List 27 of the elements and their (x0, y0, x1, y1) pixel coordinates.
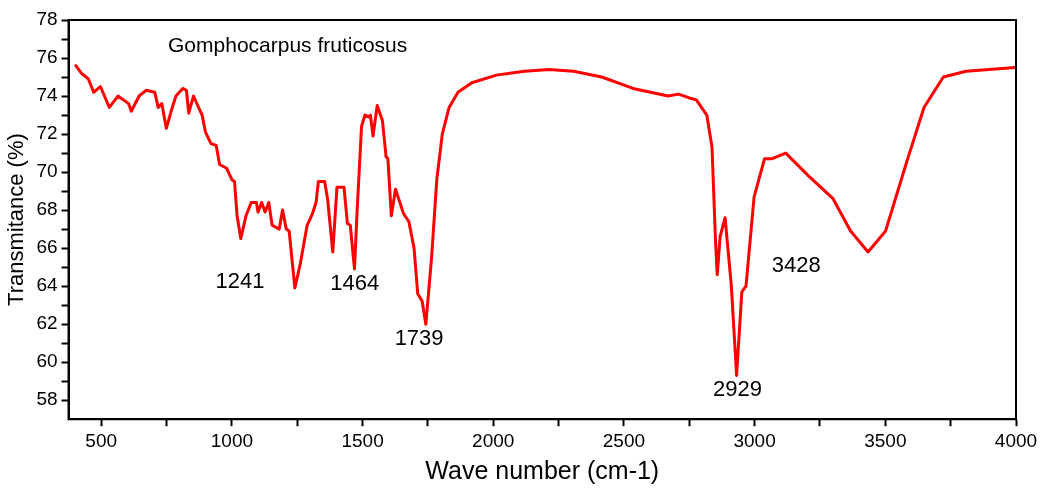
y-tick-label: 66 (36, 236, 58, 258)
y-tick-label: 70 (36, 160, 58, 182)
annotation: 3428 (771, 252, 821, 278)
x-tick-label: 1000 (210, 429, 254, 451)
x-tick-label: 4000 (994, 429, 1038, 451)
x-tick-label: 2500 (602, 429, 646, 451)
x-tick-label: 3500 (864, 429, 907, 451)
y-tick-label: 64 (36, 274, 58, 296)
y-tick-label: 60 (36, 350, 58, 372)
y-tick-label: 68 (36, 198, 58, 220)
y-tick-label: 76 (36, 46, 58, 68)
x-tick-label: 1500 (341, 429, 384, 451)
x-axis-title: Wave number (cm-1) (425, 455, 660, 484)
text: Gomphocarpus fruticosus (168, 32, 408, 56)
y-tick-label: 58 (36, 388, 58, 410)
y-tick-label: 74 (36, 84, 58, 106)
y-tick-label: 78 (36, 8, 58, 30)
x-tick-label: 500 (85, 429, 118, 451)
y-axis-title: Transmitance (%) (3, 133, 29, 306)
annotation: 1739 (394, 325, 444, 351)
x-tick-label: 2000 (472, 429, 515, 451)
y-tick-label: 72 (36, 122, 58, 144)
annotation: 1464 (330, 269, 380, 295)
y-tick-label: 62 (36, 312, 58, 334)
annotation: 1241 (215, 267, 265, 293)
annotation: 2929 (712, 376, 762, 402)
x-tick-label: 3000 (733, 429, 776, 451)
